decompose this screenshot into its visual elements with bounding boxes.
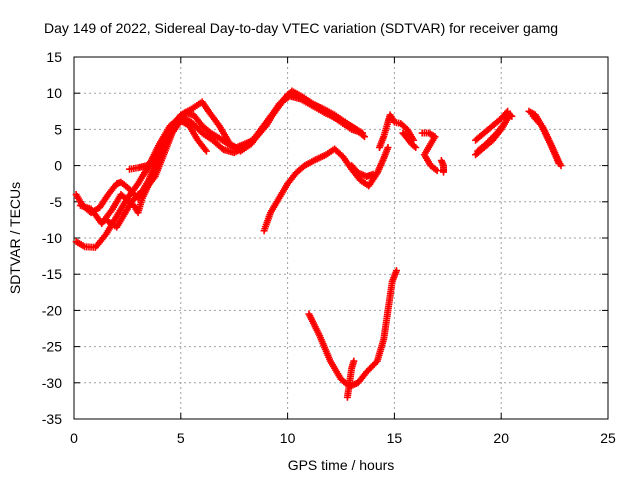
data-point xyxy=(202,147,210,155)
data-point xyxy=(350,357,358,365)
series-arc-d xyxy=(102,117,210,231)
data-point xyxy=(502,109,510,117)
data-point xyxy=(358,129,366,137)
y-tick-label: -35 xyxy=(42,411,62,427)
y-tick-label: 10 xyxy=(46,85,62,101)
series-arc-r xyxy=(529,112,563,167)
series-arc-j xyxy=(343,357,358,401)
data-point xyxy=(360,133,368,141)
data-point xyxy=(369,170,377,178)
series-arc-p xyxy=(474,118,509,155)
y-tick-label: 5 xyxy=(54,121,62,137)
y-tick-label: -25 xyxy=(42,339,62,355)
data-point xyxy=(433,167,441,175)
series-arc-h xyxy=(348,162,377,180)
y-axis-label: SDTVAR / TECUs xyxy=(7,182,23,294)
data-point xyxy=(393,267,401,275)
y-tick-label: -5 xyxy=(50,194,63,210)
series-arc-k xyxy=(418,129,441,175)
data-points xyxy=(72,87,565,401)
data-point xyxy=(504,107,512,115)
data-point xyxy=(150,156,158,164)
y-tick-label: -20 xyxy=(42,302,62,318)
y-tick-label: 0 xyxy=(54,158,62,174)
y-tick-label: -15 xyxy=(42,266,62,282)
data-point xyxy=(508,112,516,120)
data-point xyxy=(555,159,563,167)
x-tick-label: 10 xyxy=(280,430,296,446)
series-arc-e xyxy=(126,154,159,173)
series-arc-f xyxy=(260,144,392,235)
data-point xyxy=(440,168,448,176)
x-tick-label: 25 xyxy=(600,430,616,446)
series-arc-o xyxy=(472,107,512,144)
x-tick-label: 0 xyxy=(70,430,78,446)
chart-title: Day 149 of 2022, Sidereal Day-to-day VTE… xyxy=(44,20,558,36)
y-axis: 15 10 5 0 -5 -10 -15 -20 -25 -30 -35 xyxy=(42,49,608,427)
y-tick-label: -30 xyxy=(42,375,62,391)
series-arc-l xyxy=(437,157,448,176)
series-arc-i xyxy=(305,267,401,390)
data-point xyxy=(151,154,159,162)
data-point xyxy=(384,144,392,151)
x-axis: 0 5 10 15 20 25 xyxy=(70,57,616,446)
x-tick-label: 15 xyxy=(387,430,403,446)
y-tick-label: -10 xyxy=(42,230,62,246)
data-point xyxy=(501,118,509,126)
y-tick-label: 15 xyxy=(46,49,62,65)
x-axis-label: GPS time / hours xyxy=(288,457,395,473)
x-tick-label: 20 xyxy=(493,430,509,446)
series-arc-g xyxy=(375,111,418,151)
x-tick-label: 5 xyxy=(177,430,185,446)
data-point xyxy=(412,144,420,151)
series-arc-m xyxy=(399,129,420,151)
data-point xyxy=(410,142,418,150)
